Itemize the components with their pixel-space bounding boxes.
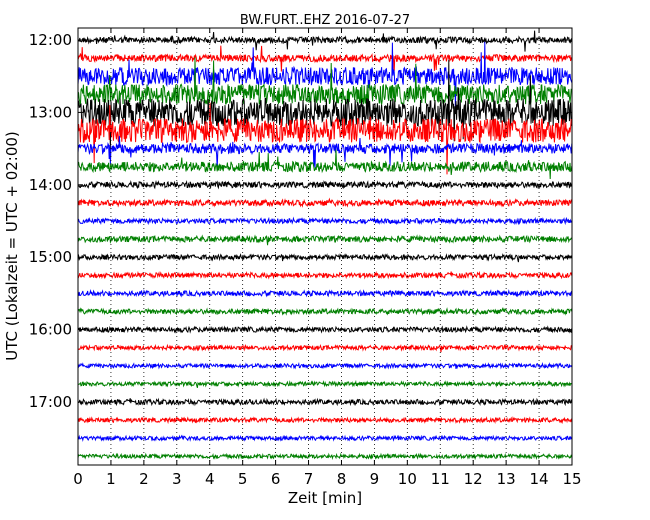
x-tick-label: 3 — [172, 470, 182, 488]
seismic-trace — [77, 135, 573, 169]
seismic-trace — [77, 288, 573, 298]
seismic-trace — [77, 234, 572, 246]
x-axis: 0 1 2 3 4 5 6 7 8 9 10 11 12 13 14 15 — [73, 28, 582, 488]
seismic-trace — [77, 197, 572, 208]
seismic-trace — [77, 397, 573, 407]
x-tick-label: 6 — [271, 470, 281, 488]
seismic-trace — [77, 270, 573, 280]
chart-title: BW.FURT..EHZ 2016-07-27 — [240, 13, 410, 28]
seismic-trace — [77, 149, 573, 180]
seismic-trace — [77, 362, 573, 370]
seismic-trace — [77, 45, 573, 72]
seismic-trace — [77, 306, 573, 316]
x-tick-label: 7 — [304, 470, 314, 488]
plot-frame — [77, 27, 573, 466]
y-tick-label: 14:00 — [29, 176, 72, 194]
x-tick-label: 1 — [106, 470, 116, 488]
seismic-trace — [77, 253, 573, 263]
seismic-trace — [77, 179, 573, 190]
seismic-trace — [77, 102, 573, 175]
x-tick-label: 4 — [205, 470, 215, 488]
grid-layer — [110, 28, 540, 465]
seismic-trace — [77, 379, 573, 388]
y-tick-label: 12:00 — [29, 31, 72, 49]
x-tick-label: 11 — [431, 470, 450, 488]
y-tick-label: 15:00 — [29, 248, 72, 266]
seismic-trace — [77, 59, 573, 150]
seismic-trace — [77, 416, 573, 425]
x-tick-label: 0 — [73, 470, 83, 488]
seismic-trace — [77, 41, 573, 109]
trace-layer — [77, 30, 573, 461]
x-tick-label: 13 — [497, 470, 516, 488]
x-axis-label: Zeit [min] — [288, 489, 362, 507]
seismic-trace — [77, 452, 573, 461]
x-tick-label: 14 — [530, 470, 549, 488]
x-tick-label: 8 — [337, 470, 347, 488]
y-axis-label: UTC (Lokalzeit = UTC + 02:00) — [3, 131, 21, 361]
seismic-trace — [77, 343, 572, 353]
x-tick-label: 2 — [139, 470, 149, 488]
x-tick-label: 12 — [464, 470, 483, 488]
seismic-trace — [77, 434, 573, 442]
y-tick-label: 13:00 — [29, 103, 72, 121]
y-axis: 12:00 13:00 14:00 15:00 16:00 17:00 — [29, 31, 572, 411]
seismic-trace — [77, 325, 573, 334]
x-tick-label: 10 — [398, 470, 417, 488]
y-tick-label: 17:00 — [29, 393, 72, 411]
seismic-trace — [77, 216, 573, 226]
x-tick-label: 15 — [562, 470, 581, 488]
y-tick-label: 16:00 — [29, 321, 72, 339]
x-tick-label: 9 — [370, 470, 380, 488]
seismic-trace — [77, 30, 573, 52]
seismic-trace — [77, 57, 572, 108]
x-tick-label: 5 — [238, 470, 248, 488]
